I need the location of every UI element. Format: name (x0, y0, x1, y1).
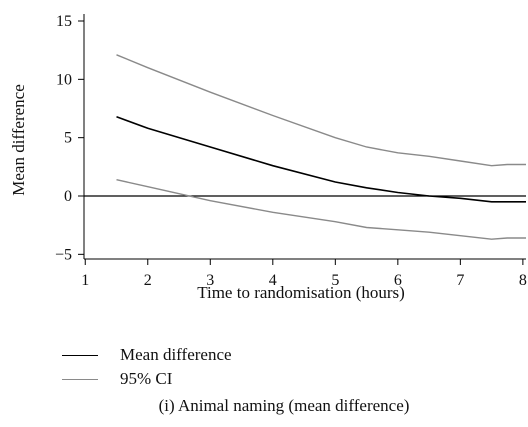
x-tick-label: 8 (519, 272, 527, 289)
y-tick-label: 10 (56, 71, 72, 88)
legend-swatch-mean (62, 354, 98, 356)
y-tick-label: 0 (64, 188, 72, 205)
x-tick-label: 4 (269, 272, 277, 289)
legend-swatch-ci (62, 378, 98, 380)
y-tick-label: 15 (56, 13, 72, 30)
x-tick-label: 5 (331, 272, 339, 289)
legend: Mean difference 95% CI (62, 343, 232, 391)
series-line-mean-difference (116, 115, 526, 203)
series-line-ci-upper (116, 54, 526, 167)
figure-caption: (i) Animal naming (mean difference) (158, 396, 410, 415)
y-axis-title: Mean difference (9, 84, 28, 196)
series-layer (84, 54, 526, 240)
axes: −5 0 5 10 15 1 2 3 4 5 6 7 8 (55, 13, 527, 289)
y-tick-label: −5 (55, 246, 72, 263)
legend-item-mean: Mean difference (62, 343, 232, 367)
x-axis-title: Time to randomisation (hours) (197, 283, 405, 302)
x-tick-label: 7 (456, 272, 464, 289)
legend-item-ci: 95% CI (62, 367, 232, 391)
chart: −5 0 5 10 15 1 2 3 4 5 6 7 8 Mean difference Time to… (9, 13, 527, 302)
legend-label-mean: Mean difference (120, 345, 232, 364)
x-tick-label: 1 (81, 272, 89, 289)
series-line-ci-lower (116, 179, 526, 240)
y-tick-label: 5 (64, 130, 72, 147)
x-tick-label: 3 (206, 272, 214, 289)
legend-label-ci: 95% CI (120, 369, 173, 388)
x-tick-label: 6 (394, 272, 402, 289)
x-tick-label: 2 (144, 272, 152, 289)
